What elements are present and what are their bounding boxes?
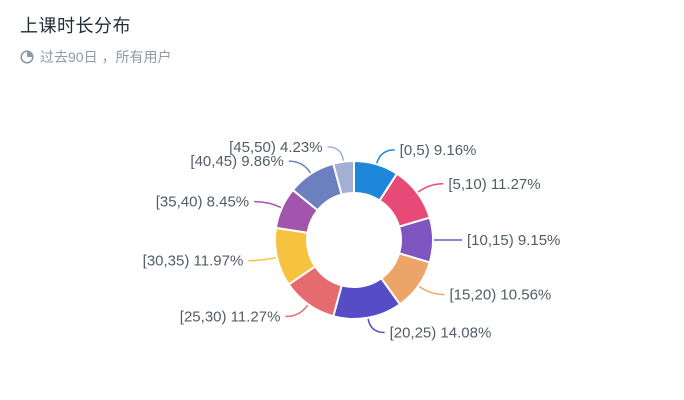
chart-header: 上课时长分布 过去90日 ，所有用户 xyxy=(20,12,171,67)
donut-segment-9[interactable] xyxy=(332,159,355,196)
clock-pie-icon xyxy=(20,50,34,64)
label-leader-line-4 xyxy=(367,318,385,334)
segment-label-4: [20,25) 14.08% xyxy=(390,325,492,342)
subtitle-text: 过去90日 ，所有用户 xyxy=(40,49,172,65)
chart-subtitle: 过去90日 ，所有用户 xyxy=(20,47,171,67)
segment-label-5: [25,30) 11.27% xyxy=(180,309,281,326)
segment-label-0: [0,5) 9.16% xyxy=(400,142,477,159)
segment-label-7: [35,40) 8.45% xyxy=(156,194,249,211)
label-leader-line-0 xyxy=(375,149,395,164)
label-leader-line-6 xyxy=(248,256,277,262)
segment-label-9: [45,50) 4.23% xyxy=(229,139,322,156)
segment-label-3: [15,20) 10.56% xyxy=(450,287,552,304)
label-leader-line-1 xyxy=(417,183,444,193)
segment-label-6: [30,35) 11.97% xyxy=(143,253,244,270)
segment-label-1: [5,10) 11.27% xyxy=(448,176,540,193)
segment-label-8: [40,45) 9.86% xyxy=(190,153,283,170)
page-title: 上课时长分布 xyxy=(20,16,131,36)
label-leader-line-5 xyxy=(285,304,309,318)
label-leader-line-7 xyxy=(254,200,282,209)
label-leader-line-8 xyxy=(288,160,312,174)
label-leader-line-3 xyxy=(418,285,445,296)
segment-label-2: [10,15) 9.15% xyxy=(467,232,560,249)
label-leader-line-9 xyxy=(327,146,345,161)
